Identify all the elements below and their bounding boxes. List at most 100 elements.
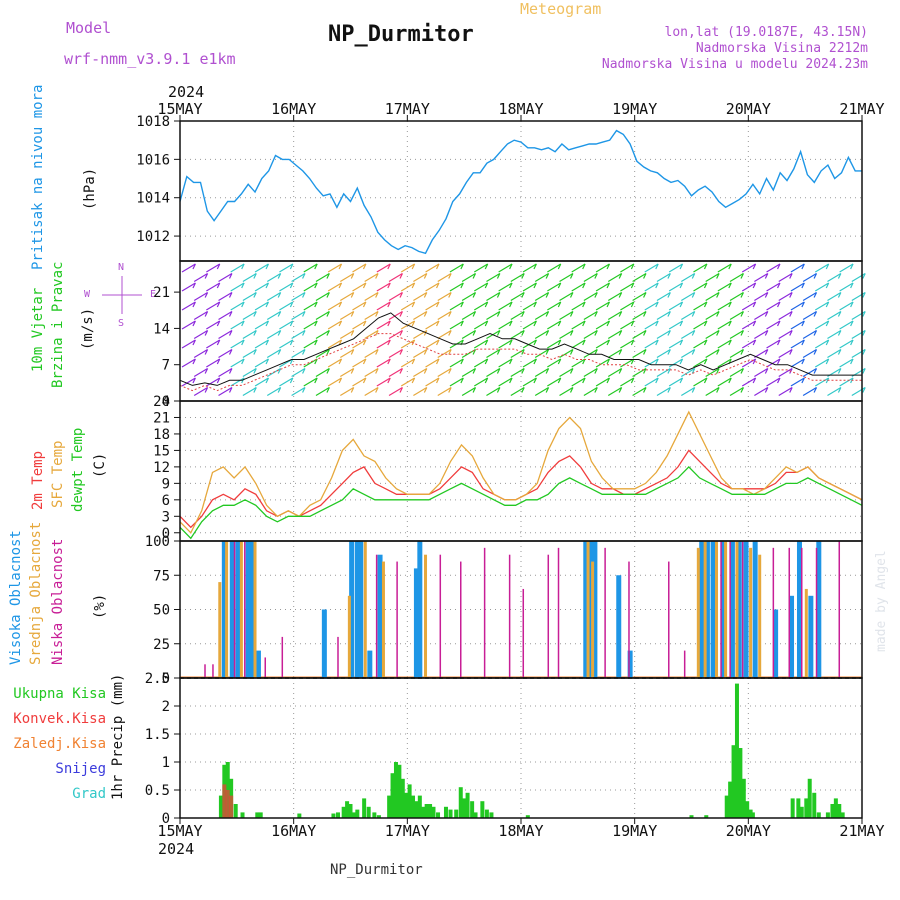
wind-barb [192, 339, 196, 346]
conv-precip-bar [225, 790, 230, 818]
wind-barb [533, 282, 537, 289]
total-precip-bar [825, 812, 830, 818]
wind-barb [729, 348, 744, 359]
low-cloud-bar [439, 554, 442, 678]
wind-barb [547, 358, 562, 368]
wind-barb [741, 377, 756, 387]
wind-barb [435, 339, 440, 346]
wind-barb [827, 291, 842, 302]
wind-barb [630, 339, 635, 346]
wind-barb [862, 311, 866, 317]
wind-barb [764, 273, 769, 279]
wind-barb [595, 358, 610, 368]
wind-barb [655, 320, 659, 327]
wind-barb-band [741, 263, 769, 397]
wind-barb [228, 368, 233, 374]
high-cloud-bar [587, 541, 593, 678]
wind-barb [752, 263, 757, 270]
wind-barb [547, 282, 562, 292]
wind-barb [460, 301, 464, 308]
mid-cloud-bar [758, 554, 762, 678]
wind-barb [557, 320, 562, 327]
wind-barb [350, 311, 355, 317]
wind-barb [595, 282, 610, 292]
wind-barb [703, 282, 708, 289]
low-cloud-bar [557, 547, 560, 678]
x-tick-top-label: 16MAY [271, 100, 316, 118]
wind-barb [302, 387, 306, 393]
total-precip-label: Ukupna Kisa [13, 686, 106, 702]
wind-barb [667, 349, 671, 355]
wind-barb [802, 329, 817, 340]
wind-barb [266, 329, 281, 340]
mid-cloud-bar [703, 541, 707, 678]
wind-barb [425, 320, 440, 330]
wind-barb [277, 292, 282, 298]
wind-barb [571, 320, 586, 330]
wind-barb [423, 349, 428, 355]
wind-barb [582, 301, 586, 308]
wind-barb [400, 339, 415, 349]
wind-barb [801, 282, 805, 289]
y-tick-label: 3 [162, 509, 170, 525]
wind-barb [778, 367, 793, 378]
y-tick-label: 1018 [136, 114, 170, 130]
wind-barb [242, 310, 257, 321]
wind-barb [668, 377, 683, 387]
mid-cloud-bar [749, 547, 753, 678]
wind-barb [681, 291, 696, 302]
wind-barb [352, 358, 367, 368]
wind-barb [510, 329, 525, 340]
wind-barb [521, 273, 525, 279]
wind-barb [789, 387, 793, 393]
wind-barb [681, 348, 696, 359]
wind-barb [729, 272, 744, 283]
low-cloud-bar [522, 588, 525, 678]
wind-barb [449, 320, 464, 330]
wind-barb [754, 272, 769, 283]
total-precip-bar [465, 792, 470, 818]
wind-barb [691, 273, 696, 279]
wind-barb [802, 272, 817, 283]
wind-barb [473, 320, 488, 330]
wind-barb [387, 377, 391, 384]
wind-barb [667, 292, 671, 298]
wind-barb [583, 310, 598, 321]
wind-barb [448, 330, 452, 336]
wind-barb [790, 282, 805, 292]
wind-barb [193, 291, 208, 302]
wind-barb [364, 291, 379, 302]
wind-barb [435, 301, 440, 308]
total-precip-bar [728, 781, 733, 818]
wind-barb [703, 358, 708, 365]
total-precip-bar [458, 787, 463, 818]
wind-barb [242, 348, 257, 359]
wind-barb [668, 339, 683, 349]
wind-barb [277, 368, 282, 374]
wind-barb [399, 273, 403, 279]
wind-barb [181, 320, 196, 330]
wind-barb [449, 282, 464, 292]
wind-barb [425, 339, 440, 349]
wind-barb [340, 272, 355, 283]
total-precip-bar [345, 801, 350, 818]
y-tick-label: 21 [153, 285, 170, 301]
wind-barb [569, 292, 574, 298]
wind-barb [851, 386, 866, 397]
total-precip-bar [387, 795, 392, 818]
total-precip-bar [525, 815, 530, 818]
wind-barb [327, 377, 342, 387]
wind-barb [413, 386, 428, 397]
wind-barb [668, 358, 683, 368]
wind-barb [606, 377, 611, 384]
mid-cloud-bar [424, 554, 428, 678]
wind-barb [778, 348, 793, 359]
wind-barb [498, 301, 513, 311]
wind-barb [679, 377, 684, 384]
wind-barb [545, 349, 550, 355]
wind-barb [314, 263, 318, 270]
wind-barb [789, 349, 793, 355]
mid-cloud-bar [347, 595, 351, 678]
wind-barb [547, 320, 562, 330]
wind-barb [460, 377, 464, 384]
